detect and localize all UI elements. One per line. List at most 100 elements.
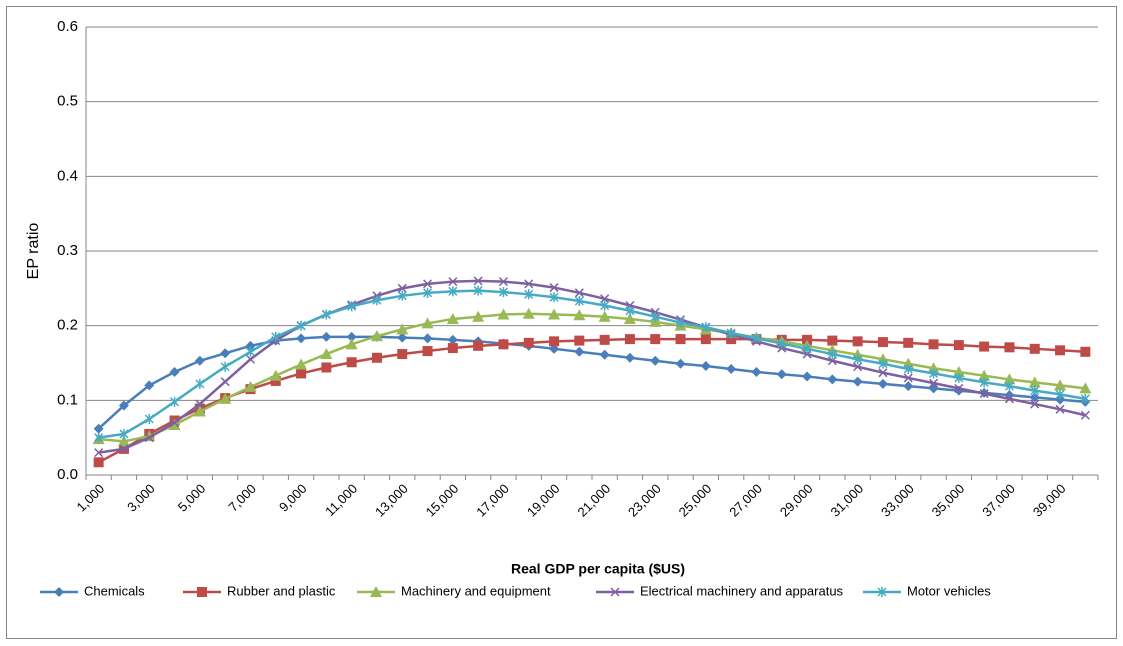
- y-axis-title: EP ratio: [25, 223, 42, 280]
- marker: [446, 312, 459, 324]
- series-markers: [94, 285, 1090, 443]
- marker: [777, 338, 787, 349]
- marker: [853, 354, 863, 365]
- marker: [370, 586, 382, 597]
- marker: [599, 349, 610, 360]
- marker: [574, 346, 585, 357]
- marker: [195, 378, 205, 389]
- marker: [623, 312, 636, 324]
- marker: [193, 405, 206, 417]
- marker: [269, 369, 282, 381]
- marker: [610, 587, 620, 597]
- marker: [422, 346, 433, 357]
- marker: [372, 295, 382, 306]
- marker: [346, 331, 357, 342]
- marker: [600, 294, 610, 304]
- marker: [1028, 376, 1041, 388]
- marker: [751, 366, 762, 377]
- marker: [852, 336, 863, 347]
- marker: [549, 283, 559, 293]
- marker: [726, 334, 737, 345]
- marker: [675, 334, 686, 345]
- marker: [321, 331, 332, 342]
- marker: [928, 339, 939, 350]
- marker: [852, 376, 863, 387]
- marker: [903, 337, 914, 348]
- marker: [447, 334, 458, 345]
- marker: [599, 334, 610, 345]
- marker: [144, 414, 154, 424]
- marker: [853, 362, 863, 372]
- marker: [197, 587, 207, 597]
- marker: [1080, 410, 1090, 420]
- marker: [346, 357, 357, 368]
- marker: [827, 335, 838, 346]
- x-axis-title: Real GDP per capita ($US): [511, 561, 685, 577]
- marker: [144, 380, 155, 391]
- marker: [498, 339, 509, 350]
- marker: [296, 333, 307, 344]
- marker: [726, 328, 736, 339]
- marker: [447, 343, 458, 354]
- marker: [117, 435, 130, 447]
- marker: [270, 375, 281, 386]
- marker: [168, 418, 181, 430]
- marker: [119, 444, 129, 454]
- marker: [877, 378, 888, 389]
- series-line: [98, 289, 1086, 439]
- marker: [650, 355, 661, 366]
- series-line: [98, 312, 1086, 443]
- marker: [573, 309, 586, 321]
- marker: [776, 369, 787, 380]
- legend-label: Machinery and equipment: [401, 583, 551, 598]
- marker: [954, 383, 964, 393]
- marker: [802, 371, 813, 382]
- marker: [1030, 399, 1040, 409]
- marker: [118, 400, 129, 411]
- marker: [448, 286, 458, 297]
- marker: [498, 287, 508, 298]
- marker: [598, 310, 611, 322]
- marker: [1003, 373, 1016, 385]
- marker: [827, 374, 838, 385]
- marker: [170, 418, 180, 428]
- marker: [1080, 393, 1090, 404]
- y-tick-label: 0.1: [57, 391, 78, 408]
- marker: [194, 355, 205, 366]
- marker: [903, 381, 914, 392]
- marker: [548, 308, 561, 320]
- marker: [498, 277, 508, 287]
- marker: [397, 290, 407, 301]
- marker: [473, 340, 484, 351]
- marker: [624, 334, 635, 345]
- chart-border: [6, 6, 1117, 639]
- marker: [271, 331, 281, 342]
- legend-label: Chemicals: [84, 583, 145, 598]
- marker: [371, 352, 382, 363]
- marker: [169, 366, 180, 377]
- marker: [93, 423, 104, 434]
- marker: [295, 358, 308, 370]
- marker: [244, 380, 257, 392]
- marker: [827, 349, 837, 360]
- marker: [473, 285, 483, 296]
- legend-label: Motor vehicles: [907, 583, 991, 598]
- marker: [650, 334, 661, 345]
- marker: [397, 332, 408, 343]
- marker: [1054, 379, 1067, 391]
- marker: [1055, 389, 1065, 400]
- series-line: [98, 337, 1086, 464]
- marker: [396, 323, 409, 335]
- marker: [979, 341, 990, 352]
- marker: [370, 330, 383, 342]
- marker: [522, 307, 535, 319]
- marker: [624, 352, 635, 363]
- marker: [421, 317, 434, 329]
- marker: [94, 432, 104, 443]
- marker: [726, 363, 737, 374]
- marker: [877, 587, 887, 597]
- marker: [1004, 381, 1014, 392]
- y-tick-label: 0.6: [57, 18, 78, 35]
- marker: [1004, 342, 1015, 353]
- marker: [1004, 394, 1014, 404]
